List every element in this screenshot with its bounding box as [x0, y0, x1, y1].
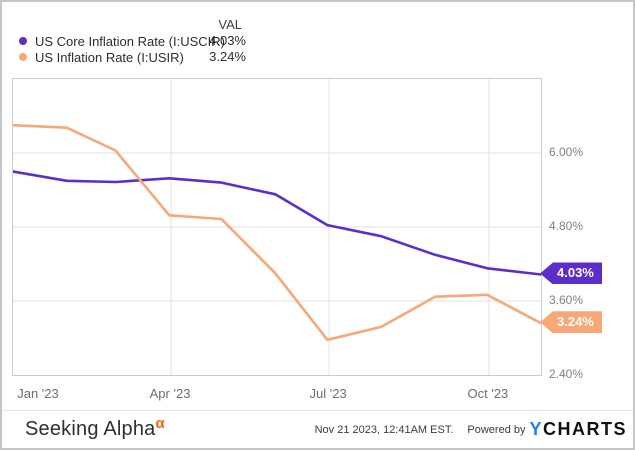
- series-line-I:USCIR: [13, 170, 541, 276]
- legend-row-inflation: US Inflation Rate (I:USIR): [19, 49, 309, 65]
- legend-value-inflation: 3.24%: [209, 49, 246, 64]
- seeking-alpha-wordmark: Seeking Alpha: [25, 418, 156, 440]
- series-dot-icon: [19, 53, 27, 61]
- y-axis-tick-label: 2.40%: [549, 367, 584, 381]
- plot-area: [12, 78, 542, 376]
- powered-by-label: Powered by: [467, 423, 526, 436]
- y-axis-tick-label: 3.60%: [549, 293, 584, 307]
- x-axis-tick-label: Jan '23: [17, 386, 59, 401]
- x-axis-tick-label: Apr '23: [149, 386, 191, 401]
- chart-canvas: [13, 79, 541, 375]
- ycharts-wordmark: CHARTS: [543, 419, 627, 439]
- chart-timestamp: Nov 21 2023, 12:41AM EST.: [314, 423, 454, 436]
- legend-label-core-inflation: US Core Inflation Rate (I:USCIR): [35, 33, 226, 49]
- last-value-badge-core-inflation: 4.03%: [540, 262, 602, 285]
- y-axis-tick-label: 4.80%: [549, 219, 584, 233]
- x-axis-tick-label: Jul '23: [309, 386, 347, 401]
- series-line-I:USIR: [13, 123, 541, 342]
- legend: VAL US Core Inflation Rate (I:USCIR) 4.0…: [2, 2, 302, 68]
- footer: Seeking Alphaα Nov 21 2023, 12:41AM EST.…: [2, 410, 633, 448]
- legend-row-core-inflation: US Core Inflation Rate (I:USCIR): [19, 33, 309, 49]
- seeking-alpha-logo[interactable]: Seeking Alphaα: [25, 415, 165, 441]
- legend-val-column-header: VAL: [218, 17, 242, 32]
- y-axis-tick-label: 6.00%: [549, 145, 584, 159]
- alpha-superscript-icon: α: [155, 415, 165, 432]
- legend-value-core-inflation: 4.03%: [209, 33, 246, 48]
- legend-label-inflation: US Inflation Rate (I:USIR): [35, 49, 184, 65]
- footer-attribution: Nov 21 2023, 12:41AM EST. Powered by YCH…: [315, 419, 627, 440]
- x-axis-tick-label: Oct '23: [467, 386, 509, 401]
- last-value-badge-inflation: 3.24%: [540, 311, 602, 334]
- ycharts-y-glyph: Y: [529, 419, 543, 439]
- series-dot-icon: [19, 37, 27, 45]
- ycharts-logo[interactable]: YCHARTS: [529, 419, 627, 440]
